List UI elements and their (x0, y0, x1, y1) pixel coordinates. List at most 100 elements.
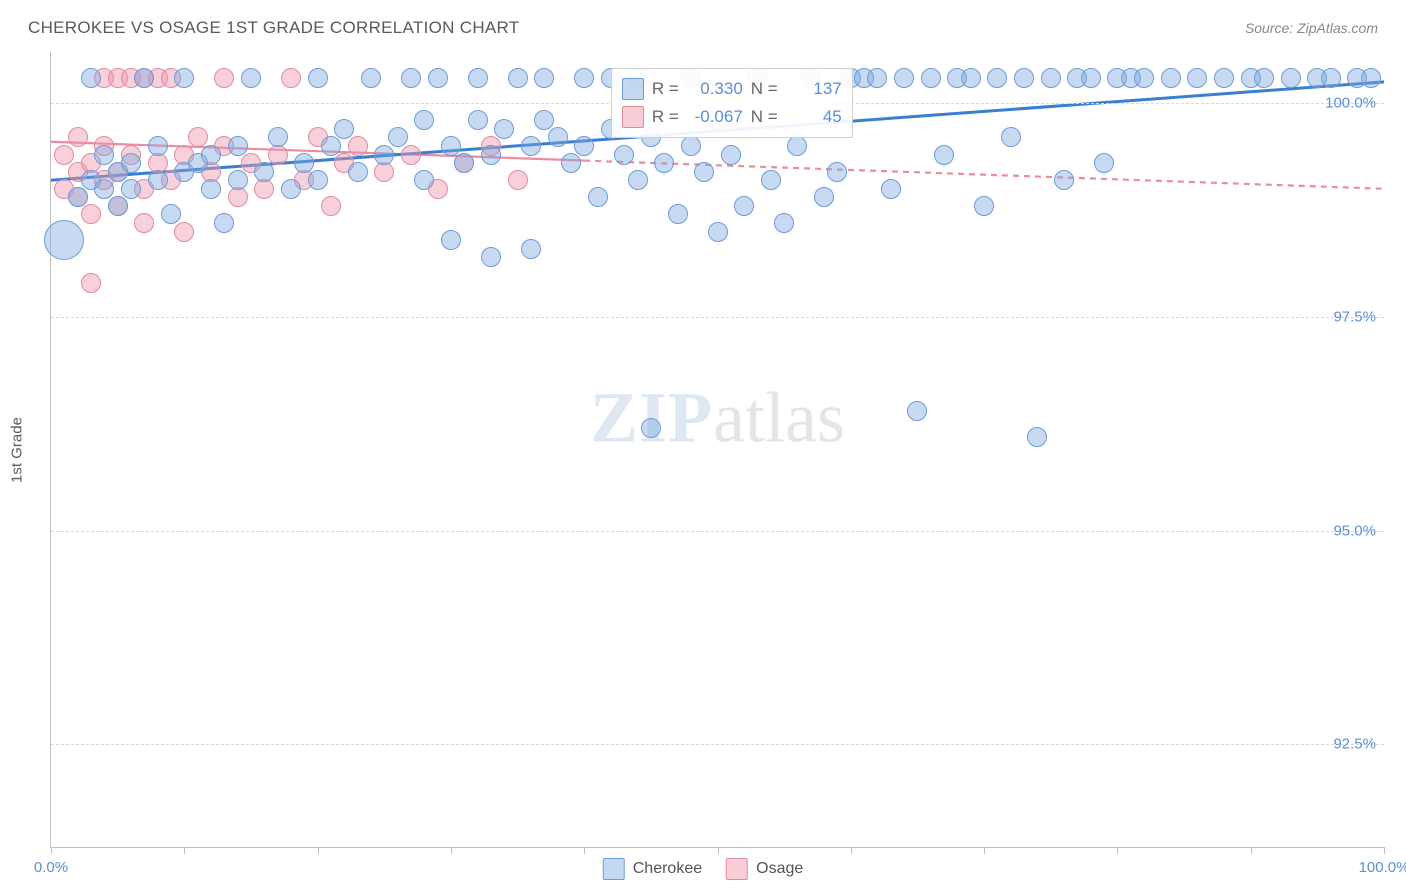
data-point-cherokee[interactable] (534, 68, 554, 88)
data-point-cherokee[interactable] (508, 68, 528, 88)
data-point-cherokee[interactable] (548, 127, 568, 147)
data-point-osage[interactable] (81, 273, 101, 293)
data-point-osage[interactable] (374, 162, 394, 182)
data-point-cherokee[interactable] (694, 162, 714, 182)
data-point-cherokee[interactable] (814, 187, 834, 207)
data-point-cherokee[interactable] (987, 68, 1007, 88)
data-point-cherokee[interactable] (494, 119, 514, 139)
data-point-cherokee[interactable] (1254, 68, 1274, 88)
data-point-cherokee[interactable] (574, 136, 594, 156)
data-point-cherokee[interactable] (294, 153, 314, 173)
data-point-cherokee[interactable] (134, 68, 154, 88)
data-point-cherokee[interactable] (907, 401, 927, 421)
data-point-cherokee[interactable] (361, 68, 381, 88)
data-point-cherokee[interactable] (281, 179, 301, 199)
data-point-cherokee[interactable] (94, 145, 114, 165)
data-point-cherokee[interactable] (1214, 68, 1234, 88)
data-point-osage[interactable] (214, 68, 234, 88)
data-point-cherokee[interactable] (148, 170, 168, 190)
data-point-osage[interactable] (254, 179, 274, 199)
data-point-osage[interactable] (174, 222, 194, 242)
data-point-cherokee[interactable] (108, 196, 128, 216)
data-point-osage[interactable] (508, 170, 528, 190)
data-point-cherokee[interactable] (961, 68, 981, 88)
data-point-cherokee[interactable] (1014, 68, 1034, 88)
data-point-osage[interactable] (281, 68, 301, 88)
data-point-cherokee[interactable] (534, 110, 554, 130)
data-point-cherokee[interactable] (174, 68, 194, 88)
data-point-cherokee[interactable] (308, 68, 328, 88)
data-point-cherokee[interactable] (1054, 170, 1074, 190)
data-point-cherokee[interactable] (1094, 153, 1114, 173)
data-point-cherokee[interactable] (81, 68, 101, 88)
data-point-osage[interactable] (188, 127, 208, 147)
data-point-cherokee[interactable] (681, 136, 701, 156)
data-point-cherokee[interactable] (827, 162, 847, 182)
data-point-cherokee[interactable] (1281, 68, 1301, 88)
data-point-cherokee[interactable] (428, 68, 448, 88)
data-point-cherokee[interactable] (787, 136, 807, 156)
data-point-osage[interactable] (54, 145, 74, 165)
data-point-cherokee[interactable] (401, 68, 421, 88)
data-point-cherokee[interactable] (628, 170, 648, 190)
data-point-cherokee[interactable] (121, 179, 141, 199)
data-point-cherokee[interactable] (521, 239, 541, 259)
data-point-cherokee[interactable] (761, 170, 781, 190)
data-point-cherokee[interactable] (414, 170, 434, 190)
data-point-cherokee[interactable] (241, 68, 261, 88)
data-point-cherokee[interactable] (641, 418, 661, 438)
data-point-cherokee[interactable] (214, 213, 234, 233)
data-point-cherokee[interactable] (721, 145, 741, 165)
data-point-cherokee[interactable] (148, 136, 168, 156)
data-point-cherokee[interactable] (574, 68, 594, 88)
data-point-cherokee[interactable] (388, 127, 408, 147)
data-point-cherokee[interactable] (654, 153, 674, 173)
data-point-cherokee[interactable] (201, 179, 221, 199)
data-point-cherokee[interactable] (268, 127, 288, 147)
data-point-cherokee[interactable] (441, 230, 461, 250)
data-point-cherokee[interactable] (1161, 68, 1181, 88)
data-point-cherokee[interactable] (881, 179, 901, 199)
data-point-osage[interactable] (228, 187, 248, 207)
data-point-cherokee[interactable] (44, 220, 84, 260)
data-point-cherokee[interactable] (308, 170, 328, 190)
data-point-osage[interactable] (348, 136, 368, 156)
data-point-cherokee[interactable] (734, 196, 754, 216)
data-point-cherokee[interactable] (1041, 68, 1061, 88)
data-point-cherokee[interactable] (974, 196, 994, 216)
data-point-osage[interactable] (68, 127, 88, 147)
data-point-cherokee[interactable] (1081, 68, 1101, 88)
data-point-cherokee[interactable] (454, 153, 474, 173)
data-point-osage[interactable] (134, 213, 154, 233)
data-point-osage[interactable] (268, 145, 288, 165)
legend-item-cherokee[interactable]: Cherokee (603, 858, 702, 880)
data-point-cherokee[interactable] (334, 119, 354, 139)
data-point-cherokee[interactable] (228, 170, 248, 190)
data-point-osage[interactable] (81, 204, 101, 224)
data-point-cherokee[interactable] (468, 68, 488, 88)
data-point-cherokee[interactable] (228, 136, 248, 156)
data-point-osage[interactable] (401, 145, 421, 165)
data-point-cherokee[interactable] (1134, 68, 1154, 88)
data-point-cherokee[interactable] (481, 145, 501, 165)
data-point-cherokee[interactable] (468, 110, 488, 130)
data-point-cherokee[interactable] (441, 136, 461, 156)
data-point-cherokee[interactable] (68, 187, 88, 207)
data-point-cherokee[interactable] (614, 145, 634, 165)
data-point-cherokee[interactable] (921, 68, 941, 88)
data-point-cherokee[interactable] (561, 153, 581, 173)
data-point-cherokee[interactable] (161, 204, 181, 224)
data-point-cherokee[interactable] (348, 162, 368, 182)
data-point-osage[interactable] (321, 196, 341, 216)
data-point-cherokee[interactable] (521, 136, 541, 156)
data-point-cherokee[interactable] (934, 145, 954, 165)
data-point-cherokee[interactable] (201, 145, 221, 165)
data-point-cherokee[interactable] (414, 110, 434, 130)
data-point-cherokee[interactable] (374, 145, 394, 165)
data-point-cherokee[interactable] (588, 187, 608, 207)
data-point-cherokee[interactable] (121, 153, 141, 173)
data-point-cherokee[interactable] (867, 68, 887, 88)
data-point-cherokee[interactable] (1321, 68, 1341, 88)
data-point-cherokee[interactable] (481, 247, 501, 267)
data-point-cherokee[interactable] (708, 222, 728, 242)
